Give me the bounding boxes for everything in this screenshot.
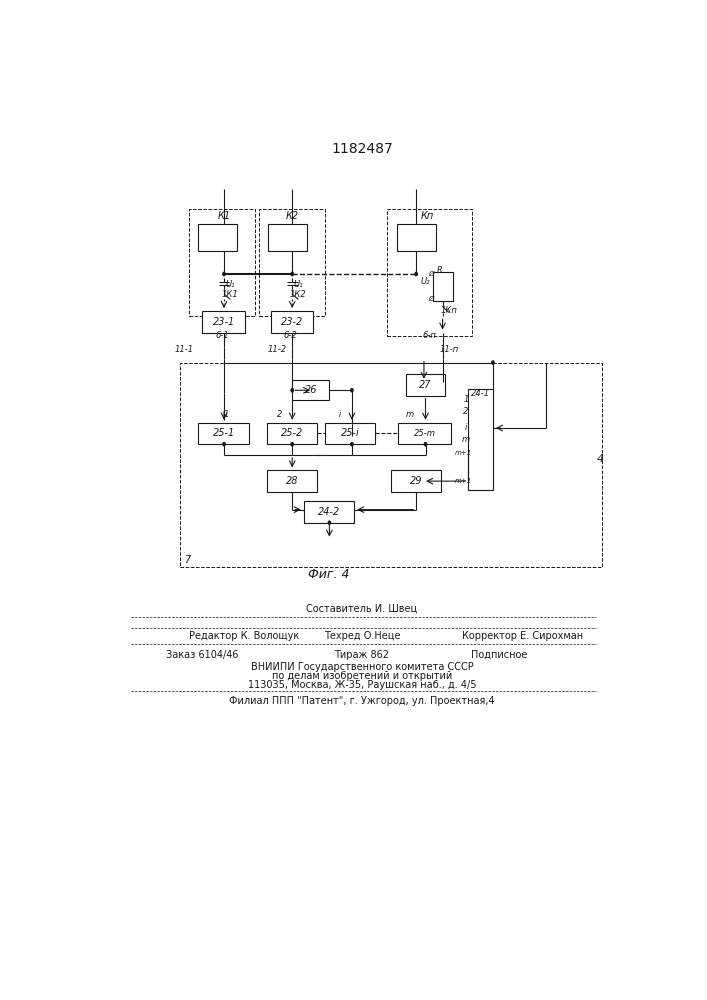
Text: i: i xyxy=(464,424,467,432)
Text: Фиг. 4: Фиг. 4 xyxy=(308,568,349,581)
Text: 25-2: 25-2 xyxy=(281,428,303,438)
Bar xyxy=(397,224,436,251)
Text: 1182487: 1182487 xyxy=(332,142,393,156)
Text: 23-1: 23-1 xyxy=(213,317,235,327)
Text: 25-1: 25-1 xyxy=(213,428,235,438)
Bar xyxy=(406,374,445,396)
Text: Корректор Е. Сирохман: Корректор Е. Сирохман xyxy=(462,631,583,641)
Bar xyxy=(387,209,472,336)
Text: 6-п: 6-п xyxy=(423,331,436,340)
Text: 2: 2 xyxy=(277,410,283,419)
Bar xyxy=(267,470,317,492)
Text: Составитель И. Швец: Составитель И. Швец xyxy=(306,604,418,614)
Circle shape xyxy=(223,443,225,446)
Circle shape xyxy=(328,521,331,524)
Bar xyxy=(292,380,329,400)
Text: 25-m: 25-m xyxy=(414,429,436,438)
Text: 28: 28 xyxy=(286,476,298,486)
Text: Тираж 862: Тираж 862 xyxy=(334,650,390,660)
Text: 1К1: 1К1 xyxy=(222,290,238,299)
Circle shape xyxy=(291,272,293,276)
Text: по делам изобретений и открытий: по делам изобретений и открытий xyxy=(271,671,452,681)
Bar xyxy=(267,423,317,444)
Circle shape xyxy=(424,443,426,446)
Bar xyxy=(398,423,451,444)
Text: 27: 27 xyxy=(419,380,432,390)
Text: m+1: m+1 xyxy=(455,450,472,456)
Text: 6-1: 6-1 xyxy=(216,331,229,340)
Text: U₁: U₁ xyxy=(293,280,303,289)
Text: 7: 7 xyxy=(185,555,191,565)
Circle shape xyxy=(351,443,353,446)
Text: 1Кп: 1Кп xyxy=(440,306,457,315)
Bar xyxy=(199,423,249,444)
Text: m: m xyxy=(406,410,414,419)
Bar xyxy=(468,389,493,490)
Bar xyxy=(180,363,602,567)
Text: U₁: U₁ xyxy=(226,280,235,289)
Text: 24-2: 24-2 xyxy=(318,507,340,517)
Text: 11-1: 11-1 xyxy=(174,345,193,354)
Text: Ø: Ø xyxy=(428,271,433,277)
Text: Техред О.Неце: Техред О.Неце xyxy=(324,631,400,641)
Text: 6-2: 6-2 xyxy=(284,331,298,340)
Text: 11-2: 11-2 xyxy=(267,345,286,354)
Text: 11-п: 11-п xyxy=(439,345,458,354)
Bar xyxy=(271,311,313,333)
Bar xyxy=(304,501,354,523)
Text: Филиал ППП "Патент", г. Ужгород, ул. Проектная,4: Филиал ППП "Патент", г. Ужгород, ул. Про… xyxy=(229,696,495,706)
Bar xyxy=(391,470,441,492)
Text: m+1: m+1 xyxy=(455,478,472,484)
Text: К2: К2 xyxy=(286,211,299,221)
Text: 24-1: 24-1 xyxy=(471,389,490,398)
Text: Ø: Ø xyxy=(428,296,433,302)
Text: 29: 29 xyxy=(409,476,422,486)
Circle shape xyxy=(492,361,494,364)
Text: 2: 2 xyxy=(463,407,469,416)
Text: R: R xyxy=(436,266,443,275)
Circle shape xyxy=(291,389,293,392)
Bar xyxy=(325,423,375,444)
Bar xyxy=(268,224,307,251)
Bar xyxy=(199,224,237,251)
Bar xyxy=(259,209,325,316)
Text: 26: 26 xyxy=(305,385,317,395)
Text: 1К2: 1К2 xyxy=(290,290,307,299)
Text: Заказ 6104/46: Заказ 6104/46 xyxy=(166,650,238,660)
Text: 1: 1 xyxy=(463,395,469,404)
Bar xyxy=(433,272,452,301)
Bar xyxy=(189,209,255,316)
Text: 25-i: 25-i xyxy=(341,428,359,438)
Text: m: m xyxy=(462,435,470,444)
Text: U₂: U₂ xyxy=(421,277,431,286)
Bar xyxy=(202,311,245,333)
Circle shape xyxy=(351,389,353,392)
Text: К1: К1 xyxy=(218,211,230,221)
Text: 23-2: 23-2 xyxy=(281,317,303,327)
Text: Редактор К. Волощук: Редактор К. Волощук xyxy=(189,631,299,641)
Circle shape xyxy=(291,443,293,446)
Text: 1: 1 xyxy=(223,410,229,419)
Text: ВНИИПИ Государственного комитета СССР: ВНИИПИ Государственного комитета СССР xyxy=(250,662,473,672)
Circle shape xyxy=(223,272,225,276)
Text: Кп: Кп xyxy=(421,211,434,221)
Circle shape xyxy=(415,272,417,276)
Text: 4: 4 xyxy=(596,454,604,464)
Text: 113035, Москва, Ж-35, Раушская наб., д. 4/5: 113035, Москва, Ж-35, Раушская наб., д. … xyxy=(247,680,477,690)
Text: Подписное: Подписное xyxy=(471,650,527,660)
Text: i: i xyxy=(339,410,341,419)
